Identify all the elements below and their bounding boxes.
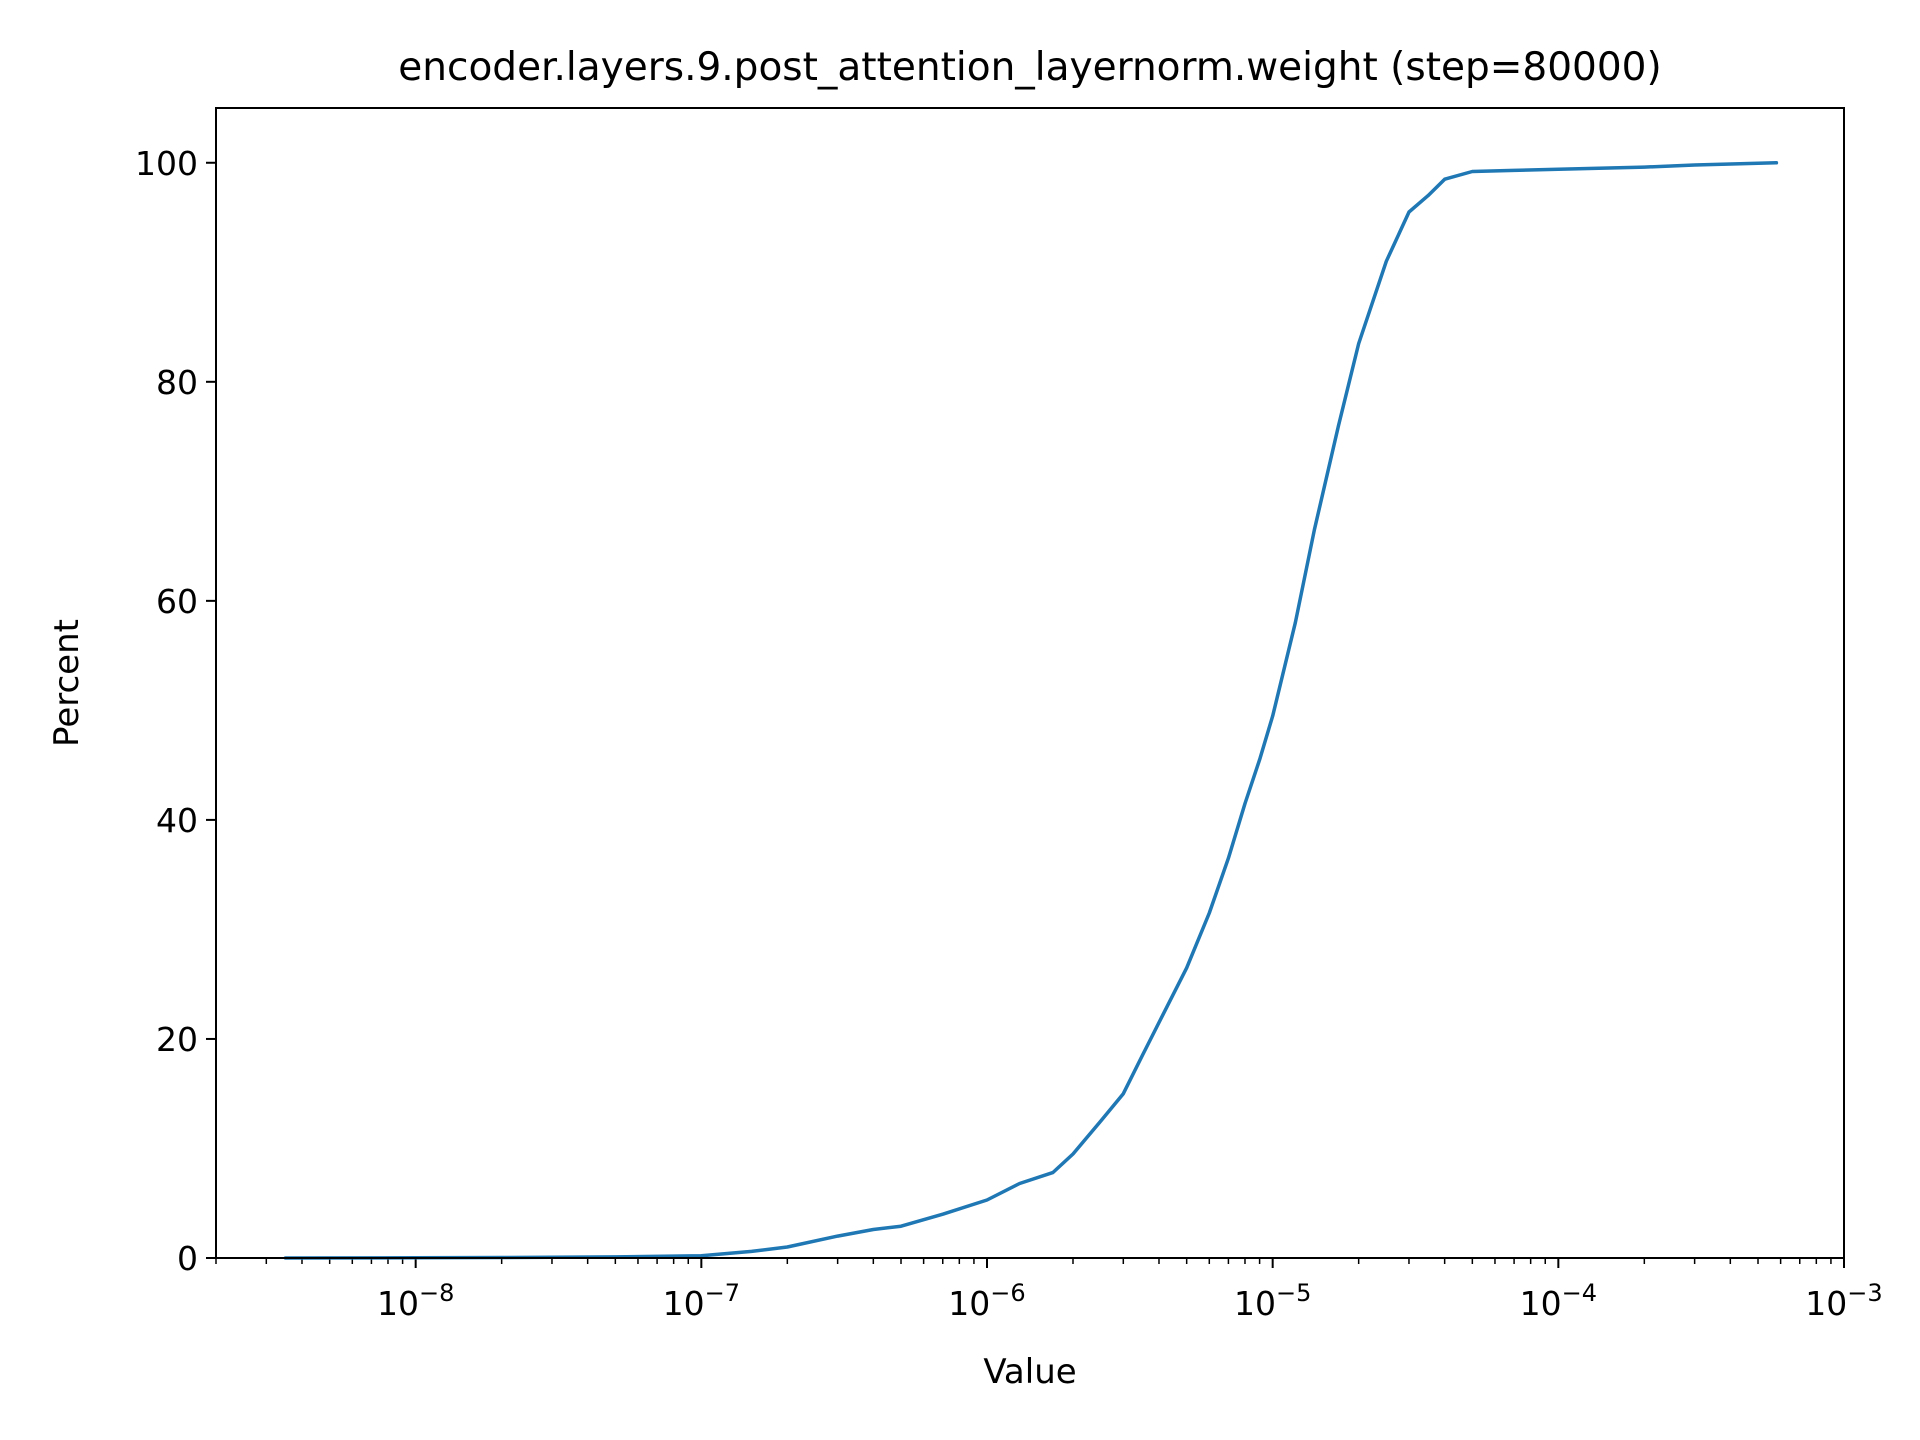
chart-title: encoder.layers.9.post_attention_layernor… bbox=[398, 45, 1661, 90]
plot-area-frame bbox=[215, 107, 1845, 1259]
y-tick-label: 0 bbox=[177, 1239, 198, 1278]
x-ticks: 10−8 10−7 10−6 10−5 10−4 10−3 bbox=[377, 1258, 1883, 1323]
x-tick-label: 10−3 bbox=[1805, 1279, 1882, 1323]
x-tick-label: 10−7 bbox=[663, 1279, 740, 1323]
series-lines bbox=[283, 161, 1779, 1260]
y-tick-label: 40 bbox=[156, 801, 198, 840]
y-tick-label: 20 bbox=[156, 1020, 198, 1059]
x-axis-label: Value bbox=[983, 1352, 1076, 1392]
x-tick-label: 10−4 bbox=[1520, 1279, 1597, 1323]
x-tick-label: 10−8 bbox=[377, 1279, 454, 1323]
y-axis-label: Percent bbox=[47, 619, 87, 747]
x-tick-label: 10−6 bbox=[948, 1279, 1025, 1323]
y-ticks: 0 20 40 60 80 100 bbox=[135, 144, 216, 1278]
x-tick-label: 10−5 bbox=[1234, 1279, 1311, 1323]
y-tick-label: 100 bbox=[135, 144, 198, 183]
y-tick-label: 60 bbox=[156, 582, 198, 621]
y-tick-label: 80 bbox=[156, 363, 198, 402]
cdf-series-line bbox=[283, 161, 1779, 1260]
